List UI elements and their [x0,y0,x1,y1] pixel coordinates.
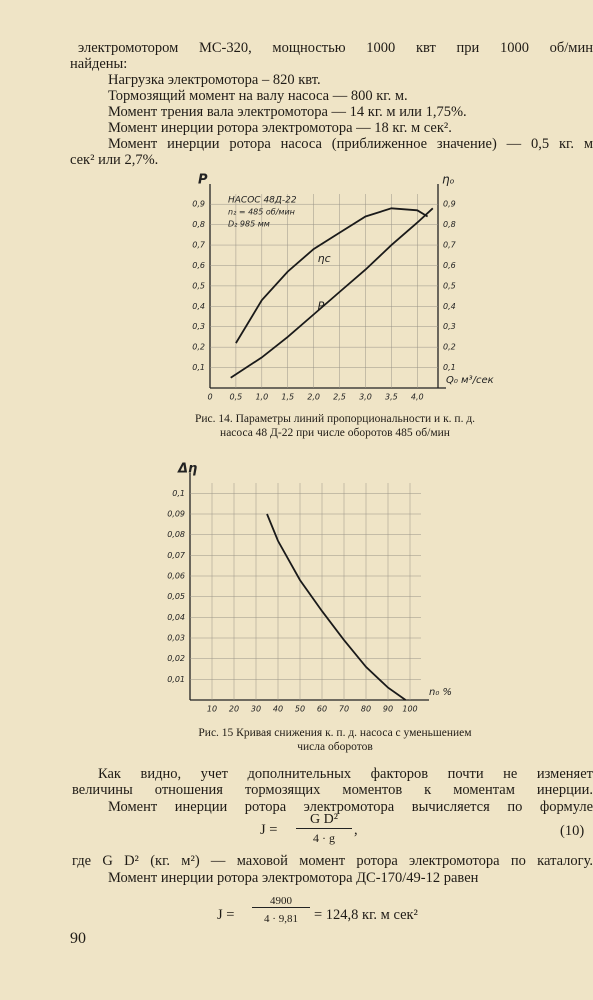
y-axis-label: Δη [177,462,197,477]
text-line: найдены: [70,56,128,72]
x-tick-label: 20 [229,705,239,714]
text-line: Момент инерции ротора электромотора ДС-1… [108,870,479,886]
y-tick-label: 0,08 [167,530,185,539]
x-axis-label: n₀ % [429,687,452,698]
y2-axis-label: ηₒ [442,173,455,187]
y-tick-label: 0,05 [167,592,185,601]
annotation: n₂ = 485 об/мин [228,208,295,217]
x-tick-label: 40 [273,705,283,714]
text-line: Момент инерции ротора электромотора вычи… [108,799,593,815]
formula-rhs: = 124,8 кг. м сек² [314,907,418,923]
series-label: ηc [318,252,331,265]
x-tick-label: 70 [339,705,349,714]
y-tick-label: 0,8 [192,220,205,229]
y-tick-label: 0,1 [172,489,185,498]
y-tick-label: 0,1 [192,363,205,372]
x-tick-label: 80 [361,705,371,714]
series-line [235,207,429,344]
x-tick-label: 90 [383,705,393,714]
y-tick-label: 0,02 [167,654,185,663]
text-line: Как видно, учет дополнительных факторов … [98,766,593,782]
formula-numerator: G D² [296,812,352,829]
text-line: сек² или 2,7%. [70,152,159,168]
formula-lhs: J = [217,907,235,923]
x-tick-label: 50 [295,705,305,714]
y2-tick-label: 0,3 [443,322,456,331]
text-line: Момент инерции ротора электромотора — 18… [108,120,452,136]
y2-tick-label: 0,2 [443,343,456,352]
x-tick-label: 0 [207,393,212,402]
text-line: Момент трения вала электромотора — 14 кг… [108,104,467,120]
x-tick-label: 4,0 [411,393,424,402]
y2-tick-label: 0,7 [443,241,457,250]
annotation: НАСОС 48Д-22 [228,196,297,206]
text-line: где G D² (кг. м²) — маховой момент ротор… [72,853,593,869]
y2-tick-label: 0,1 [443,363,456,372]
x-tick-label: 3,0 [359,393,372,402]
formula-lhs: J = [260,822,278,838]
y-tick-label: 0,07 [167,551,186,560]
x-tick-label: 2,0 [307,393,320,402]
formula-numerator: 4900 [252,895,310,908]
y2-tick-label: 0,6 [443,261,456,270]
y2-tick-label: 0,5 [443,281,456,290]
series-label: P [318,299,325,312]
text-line: Тормозящий момент на валу насоса — 800 к… [108,88,408,104]
series-line [266,513,407,701]
annotation: D₂ 985 мм [228,220,270,229]
caption: Рис. 14. Параметры линий пропорционально… [194,413,476,439]
page-number: 90 [70,930,86,947]
y-tick-label: 0,06 [167,572,185,581]
y-tick-label: 0,01 [167,675,185,684]
x-tick-label: 1,0 [255,393,268,402]
y-tick-label: 0,2 [192,343,205,352]
y-axis-label: P [198,173,208,188]
x-tick-label: 2,5 [333,393,346,402]
caption: Рис. 15 Кривая снижения к. п. д. насоса … [198,727,472,753]
y-tick-label: 0,7 [192,241,206,250]
text-line: электромотором МС-320, мощностью 1000 кв… [78,40,593,56]
y-tick-label: 0,6 [192,261,205,270]
x-tick-label: 1,5 [281,393,294,402]
y-tick-label: 0,9 [192,200,205,209]
text-line: Нагрузка электромотора – 820 квт. [108,72,321,88]
formula-tail: , [354,822,358,838]
x-tick-label: 100 [402,705,417,714]
y2-tick-label: 0,4 [443,302,456,311]
y2-tick-label: 0,9 [443,200,456,209]
y-tick-label: 0,04 [167,613,185,622]
y2-tick-label: 0,8 [443,220,456,229]
y-tick-label: 0,09 [167,510,185,519]
text-line: величины отношения тормозящих моментов к… [72,782,593,798]
text-line: Момент инерции ротора насоса (приближенн… [108,136,593,152]
x-tick-label: 10 [207,705,217,714]
series-line [230,207,434,379]
x-axis-label: Q₀ м³/сек [446,375,494,386]
x-tick-label: 30 [251,705,261,714]
x-tick-label: 60 [317,705,327,714]
formula-number: (10) [560,823,585,839]
y-tick-label: 0,4 [192,302,205,311]
y-tick-label: 0,03 [167,634,185,643]
x-tick-label: 3,5 [385,393,398,402]
y-tick-label: 0,5 [192,281,205,290]
y-tick-label: 0,3 [192,322,205,331]
formula-denominator: 4 · g [313,831,335,845]
x-tick-label: 0,5 [230,393,243,402]
formula-denominator: 4 · 9,81 [264,913,298,925]
